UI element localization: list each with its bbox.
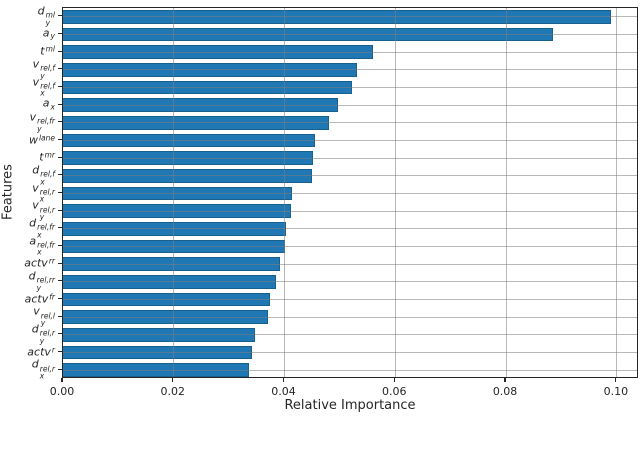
y-tick-label-d_y^rel,rr: d rel,rr y — [28, 269, 55, 293]
y-tick-label-d_x^rel,r: d rel,r x — [31, 357, 55, 381]
y-tick-mark — [58, 315, 62, 317]
y-tick-mark — [58, 50, 62, 52]
y-gridline — [63, 34, 637, 35]
y-gridline — [63, 87, 637, 88]
y-tick-mark — [58, 244, 62, 247]
y-tick-mark — [58, 121, 62, 123]
y-tick-mark — [58, 368, 62, 370]
y-gridline — [63, 157, 637, 159]
y-tick-mark — [58, 15, 62, 17]
y-gridline — [63, 299, 637, 300]
y-tick-label-v_y^rel,l: v rel,l y — [33, 304, 55, 328]
y-tick-label-w^lane: wlane — [28, 132, 55, 147]
x-tick-mark — [61, 378, 63, 382]
x-gridline — [505, 8, 507, 377]
y-tick-label-v_y^rel,f: v rel,f y — [32, 57, 55, 81]
x-tick-label-0.06: 0.06 — [382, 385, 407, 398]
y-tick-label-actv^fr: actvfr — [24, 291, 55, 306]
y-tick-label-d_x^rel,fr: d rel,fr x — [29, 216, 55, 240]
y-tick-label-v_x^rel,r: v rel,r x — [32, 180, 55, 204]
y-tick-mark — [58, 103, 62, 105]
y-tick-label-d_y^rel,r: d rel,r y — [31, 322, 55, 346]
y-tick-mark — [58, 174, 62, 176]
y-tick-label-t^mr: tmr — [39, 150, 55, 164]
y-tick-mark — [58, 297, 62, 300]
y-tick-mark — [58, 191, 62, 194]
x-tick-mark — [282, 378, 285, 382]
y-axis-title: Features — [0, 164, 16, 220]
y-tick-mark — [58, 333, 62, 335]
y-gridline — [63, 246, 637, 247]
y-gridline — [63, 316, 637, 318]
y-gridline — [63, 263, 637, 265]
x-tick-label-0.08: 0.08 — [492, 385, 518, 398]
y-gridline — [63, 210, 637, 212]
y-gridline — [63, 334, 637, 336]
y-tick-mark — [58, 68, 62, 70]
y-tick-label-a_x^rel,fr: a rel,fr x — [29, 233, 55, 257]
x-tick-mark — [172, 378, 174, 382]
x-tick-label-0.04: 0.04 — [271, 385, 296, 398]
y-gridline — [63, 122, 637, 124]
y-gridline — [63, 369, 637, 371]
x-tick-mark — [615, 378, 617, 382]
x-axis-title: Relative Importance — [284, 398, 416, 413]
y-gridline — [63, 228, 637, 230]
y-tick-mark — [58, 156, 62, 158]
x-tick-label-0.00: 0.00 — [49, 385, 75, 398]
y-tick-mark — [58, 32, 62, 35]
x-tick-label-0.02: 0.02 — [160, 385, 186, 398]
y-tick-label-v_x^rel,f: v rel,f x — [32, 74, 55, 98]
y-tick-label-d_x^rel,f: d rel,f x — [32, 163, 55, 187]
y-tick-label-a_x: ax — [42, 96, 55, 112]
y-gridline — [63, 281, 637, 283]
x-gridline — [173, 8, 175, 377]
y-tick-mark — [58, 138, 62, 141]
y-tick-mark — [58, 350, 62, 353]
x-gridline — [616, 8, 618, 377]
y-tick-label-v_y^rel,fr: v rel,fr y — [29, 110, 55, 134]
y-tick-mark — [58, 85, 62, 88]
y-gridline — [63, 175, 637, 177]
y-tick-mark — [58, 280, 62, 282]
x-tick-label-0.10: 0.10 — [603, 385, 629, 398]
y-gridline — [63, 104, 637, 106]
y-gridline — [63, 69, 637, 71]
y-tick-mark — [58, 227, 62, 229]
x-tick-mark — [504, 378, 506, 382]
y-tick-label-v_y^rel,r: v rel,r y — [32, 198, 55, 222]
y-tick-label-t^ml: tml — [40, 44, 55, 58]
y-tick-mark — [58, 209, 62, 211]
y-tick-label-a_y: ay — [42, 25, 55, 41]
x-gridline — [394, 8, 396, 377]
y-gridline — [63, 193, 637, 194]
y-gridline — [63, 352, 637, 353]
y-tick-label-actv^r: actvr — [27, 344, 55, 359]
y-gridline — [63, 51, 637, 53]
y-gridline — [63, 16, 637, 18]
y-tick-label-d_y^ml: d ml y — [37, 4, 55, 28]
plot-area — [62, 7, 638, 378]
y-gridline — [63, 140, 637, 141]
y-tick-label-actv^rr: actvrr — [24, 256, 55, 270]
x-gridline — [284, 8, 286, 377]
y-tick-mark — [58, 262, 62, 264]
x-tick-mark — [393, 378, 395, 382]
